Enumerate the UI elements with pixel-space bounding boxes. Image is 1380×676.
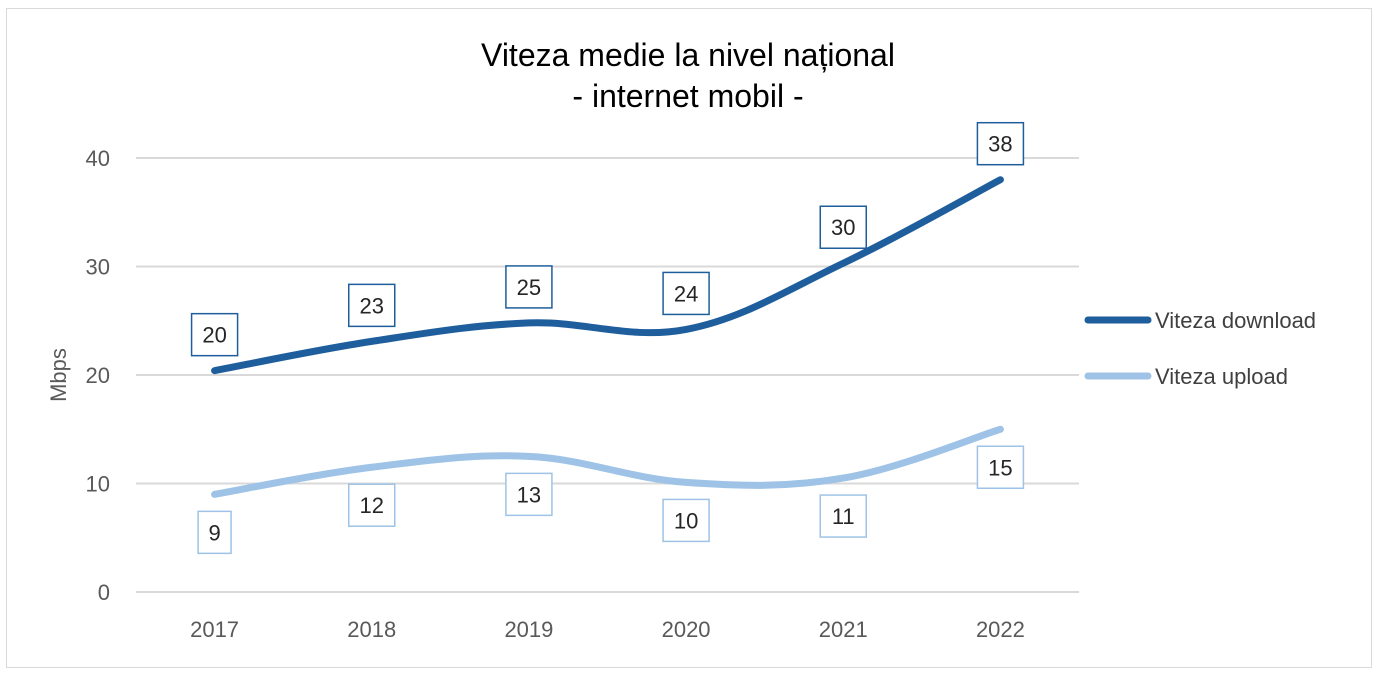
y-tick-label: 10 — [86, 472, 110, 497]
data-label-text: 25 — [517, 275, 541, 300]
data-label-text: 13 — [517, 482, 541, 507]
data-label-box — [662, 271, 710, 316]
y-tick-label: 20 — [86, 363, 110, 388]
series-line-1 — [211, 425, 1004, 498]
data-label-text: 11 — [832, 504, 855, 529]
x-tick-label: 2018 — [347, 617, 396, 642]
data-label: 20 — [190, 312, 239, 357]
data-label: 23 — [348, 283, 396, 328]
data-label: 9 — [197, 510, 232, 555]
legend-label: Viteza upload — [1155, 364, 1288, 389]
series-line-0 — [211, 176, 1004, 375]
chart-title: Viteza medie la nivel național - interne… — [481, 37, 895, 114]
data-label-text: 9 — [208, 520, 220, 545]
x-axis-ticks: 2017 2018 2019 2020 2021 2022 — [190, 617, 1025, 642]
y-axis-ticks: 0 10 20 30 40 — [86, 146, 110, 605]
data-label-box — [348, 283, 396, 328]
data-label-text: 15 — [988, 455, 1012, 480]
y-tick-label: 30 — [86, 255, 110, 280]
data-label: 15 — [976, 445, 1025, 489]
y-axis-label: Mbps — [46, 348, 71, 402]
data-label-box — [819, 205, 867, 249]
data-label-text: 23 — [360, 293, 384, 318]
y-tick-label: 40 — [86, 146, 110, 171]
x-tick-label: 2017 — [190, 617, 239, 642]
legend-label: Viteza download — [1155, 308, 1316, 333]
chart-title-line-2: - internet mobil - — [572, 78, 803, 114]
gridlines — [136, 157, 1079, 593]
data-label-box — [348, 483, 396, 527]
x-tick-label: 2020 — [662, 617, 711, 642]
data-label-text: 38 — [988, 132, 1012, 157]
series-lines — [211, 176, 1004, 498]
x-tick-label: 2019 — [504, 617, 553, 642]
data-label-box — [505, 472, 553, 517]
data-label-box — [976, 121, 1025, 166]
data-label-text: 10 — [674, 508, 698, 533]
data-label: 25 — [505, 265, 553, 309]
data-label: 24 — [662, 271, 710, 316]
data-label: 30 — [819, 205, 867, 249]
legend: Viteza download Viteza upload — [1084, 308, 1316, 389]
data-label-box — [662, 498, 710, 543]
data-label-text: 30 — [831, 215, 855, 240]
chart-title-line-1: Viteza medie la nivel național — [481, 37, 895, 73]
data-label-box — [819, 494, 867, 538]
data-label: 13 — [505, 472, 553, 517]
data-label-box — [976, 445, 1025, 489]
data-label-text: 24 — [674, 281, 698, 306]
data-label-box — [197, 510, 232, 555]
data-label: 10 — [662, 498, 710, 543]
data-label-box — [505, 265, 553, 309]
data-label: 38 — [976, 121, 1025, 166]
data-label: 12 — [348, 483, 396, 527]
data-label-text: 12 — [360, 493, 384, 518]
x-tick-label: 2021 — [819, 617, 868, 642]
y-tick-label: 0 — [98, 580, 110, 605]
data-label-text: 20 — [202, 323, 226, 348]
data-label-box — [190, 312, 239, 357]
x-tick-label: 2022 — [976, 617, 1025, 642]
data-label: 11 — [819, 494, 867, 538]
data-labels: 20 23 25 24 30 38 9 12 13 10 11 15 — [190, 121, 1025, 555]
